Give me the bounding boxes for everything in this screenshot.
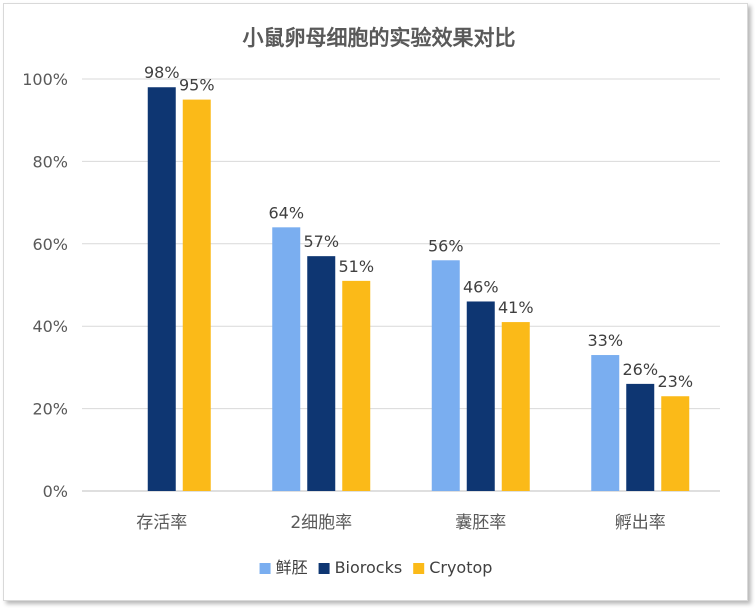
bar-Biorocks	[466, 301, 495, 491]
x-axis-categories: 存活率 2细胞率 囊胚率 孵出率	[136, 513, 666, 533]
bar-Biorocks	[147, 87, 176, 492]
bar-Cryotop	[661, 396, 690, 491]
y-tick-label: 100%	[22, 70, 68, 89]
data-label: 26%	[622, 360, 658, 379]
gridlines	[82, 78, 720, 492]
legend: 鲜胚 Biorocks Cryotop	[259, 558, 492, 577]
y-tick-label: 20%	[32, 400, 68, 419]
data-label: 98%	[144, 63, 180, 82]
y-axis-ticks: 0% 20% 40% 60% 80% 100%	[22, 70, 68, 501]
bar-Cryotop	[342, 280, 371, 491]
data-label: 56%	[428, 236, 464, 255]
data-label: 57%	[303, 232, 339, 251]
legend-label: Cryotop	[429, 558, 492, 577]
legend-item: 鲜胚	[259, 558, 308, 577]
y-tick-label: 60%	[32, 235, 68, 254]
bar-鲜胚	[591, 355, 620, 491]
data-label: 33%	[587, 331, 623, 350]
bar-chart: 小鼠卵母细胞的实验效果对比 0% 20% 40% 60% 80% 100% 98%95% 6…	[22, 26, 720, 577]
legend-item: Biorocks	[318, 558, 403, 577]
bars	[147, 87, 690, 492]
legend-label: Biorocks	[335, 558, 403, 577]
y-tick-label: 40%	[32, 317, 68, 336]
data-label: 41%	[498, 298, 534, 317]
bar-Biorocks	[307, 256, 336, 491]
chart-title: 小鼠卵母细胞的实验效果对比	[243, 26, 516, 50]
data-label: 51%	[338, 257, 374, 276]
bar-鲜胚	[431, 260, 460, 491]
category-label: 囊胚率	[455, 513, 506, 533]
category-label: 存活率	[136, 513, 187, 533]
chart-frame: 小鼠卵母细胞的实验效果对比 0% 20% 40% 60% 80% 100% 98% 95% 6…	[3, 3, 748, 601]
bar-Biorocks	[626, 383, 655, 491]
data-label: 23%	[657, 372, 693, 391]
legend-swatch	[318, 563, 330, 574]
data-label: 95%	[179, 76, 215, 95]
y-tick-label: 0%	[43, 482, 68, 501]
legend-swatch	[413, 563, 425, 574]
y-tick-label: 80%	[32, 152, 68, 171]
legend-swatch	[259, 563, 271, 574]
data-label: 64%	[268, 203, 304, 222]
category-label: 孵出率	[615, 513, 666, 533]
bar-Cryotop	[501, 322, 530, 491]
bar-鲜胚	[272, 227, 301, 491]
bar-Cryotop	[182, 99, 211, 491]
data-labels: 98%95% 64% 57% 51% 56% 46% 41% 33% 26%23%	[144, 63, 693, 391]
data-label: 46%	[463, 277, 499, 296]
legend-item: Cryotop	[413, 558, 492, 577]
legend-label: 鲜胚	[276, 558, 308, 577]
category-label: 2细胞率	[290, 513, 352, 533]
